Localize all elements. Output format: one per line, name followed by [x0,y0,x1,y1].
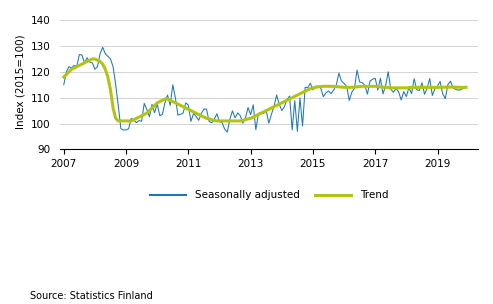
Y-axis label: Index (2015=100): Index (2015=100) [15,35,25,130]
Text: Source: Statistics Finland: Source: Statistics Finland [30,291,152,301]
Legend: Seasonally adjusted, Trend: Seasonally adjusted, Trend [145,186,392,205]
